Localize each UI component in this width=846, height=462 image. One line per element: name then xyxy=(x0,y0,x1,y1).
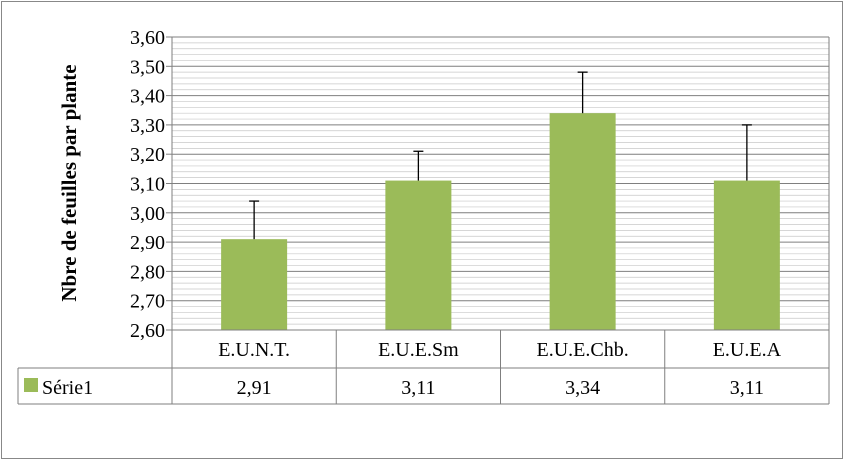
bar xyxy=(549,113,616,331)
table-value-cell: 3,34 xyxy=(565,377,600,399)
y-tick-label: 3,30 xyxy=(130,115,165,137)
category-label: E.U.E.Chb. xyxy=(537,339,629,361)
bar xyxy=(221,239,288,330)
y-tick-label: 3,10 xyxy=(130,174,165,196)
category-label: E.U.E.Sm xyxy=(378,339,459,361)
y-tick-label: 3,00 xyxy=(130,203,165,225)
table-value-cell: 2,91 xyxy=(237,377,272,399)
legend-swatch xyxy=(24,378,38,392)
y-axis-label: Nbre de feuilles par plante xyxy=(57,64,81,301)
series-name: Série1 xyxy=(42,377,93,399)
y-tick-label: 2,60 xyxy=(130,320,165,342)
table-value-cell: 3,11 xyxy=(401,377,435,399)
data-table: E.U.N.T. E.U.E.Sm E.U.E.Chb. E.U.E.A 2,91 3,1… xyxy=(17,329,830,405)
bar xyxy=(385,180,452,330)
y-tick-label: 2,70 xyxy=(130,291,165,313)
y-tick-label: 3,20 xyxy=(130,144,165,166)
y-tick-label: 3,40 xyxy=(130,86,165,108)
category-label: E.U.E.A xyxy=(713,339,782,361)
y-axis: 2,60 2,70 2,80 2,90 3,00 3,10 3,20 3,30 3,40 3,50… xyxy=(130,27,172,342)
y-tick-label: 2,90 xyxy=(130,232,165,254)
y-tick-label: 2,80 xyxy=(130,261,165,283)
table-value-cell: 3,11 xyxy=(730,377,764,399)
y-tick-label: 3,60 xyxy=(130,27,165,49)
y-tick-label: 3,50 xyxy=(130,56,165,78)
bar xyxy=(713,180,780,330)
category-label: E.U.N.T. xyxy=(218,339,290,361)
bars xyxy=(221,113,780,331)
error-bars xyxy=(249,71,752,240)
